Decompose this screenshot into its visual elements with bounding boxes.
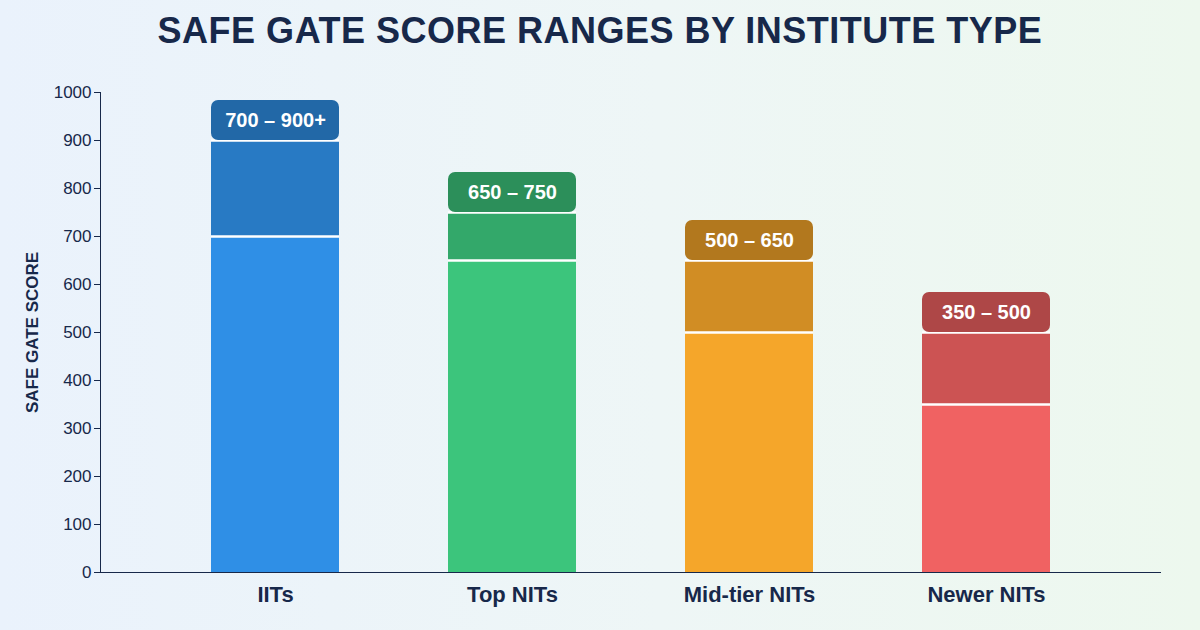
svg-text:700: 700 [63,227,91,246]
svg-text:600: 600 [63,275,91,294]
html-text:SAFE GATE SCORE RANGES BY INST: SAFE GATE SCORE RANGES BY INSTITUTE TYPE [157,10,1043,51]
svg-text:Mid-tier NITs: Mid-tier NITs [684,582,816,607]
svg-text:IITs: IITs [257,582,293,607]
svg-text:400: 400 [63,371,91,390]
svg-text:1000: 1000 [54,83,92,102]
svg-text:SAFE GATE SCORE: SAFE GATE SCORE [23,252,42,413]
svg-text:Newer NITs: Newer NITs [927,582,1045,607]
svg-text:700 – 900+: 700 – 900+ [225,109,326,131]
svg-text:0: 0 [82,563,91,582]
svg-text:200: 200 [63,467,91,486]
svg-text:Top NITs: Top NITs [467,582,558,607]
svg-text:650 – 750: 650 – 750 [468,181,557,203]
svg-text:300: 300 [63,419,91,438]
svg-text:500: 500 [63,323,91,342]
svg-text:900: 900 [63,131,91,150]
svg-text:350 – 500: 350 – 500 [942,301,1031,323]
svg-text:100: 100 [63,515,91,534]
svg-text:800: 800 [63,179,91,198]
svg-text:500 – 650: 500 – 650 [705,229,794,251]
